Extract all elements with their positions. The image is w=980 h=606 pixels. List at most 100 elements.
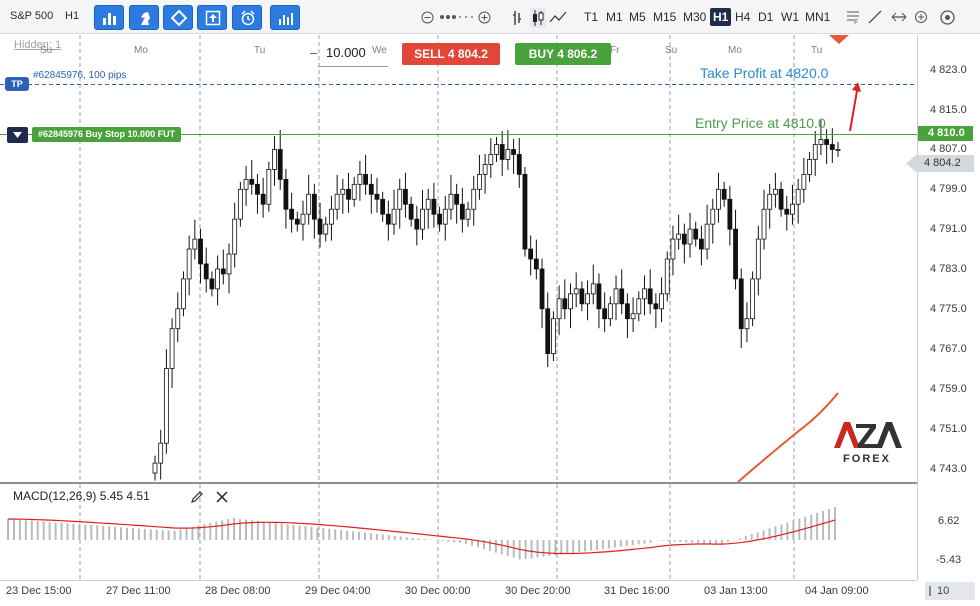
- candle-body: [693, 228, 699, 240]
- panel-divider[interactable]: [0, 482, 917, 484]
- macd-bar: [137, 528, 140, 540]
- candlesticks: [152, 120, 841, 481]
- macd-bar: [316, 527, 319, 540]
- candle-body: [380, 198, 386, 215]
- macd-grid: [79, 484, 795, 580]
- candle-body: [175, 308, 181, 330]
- price-chart[interactable]: [0, 35, 917, 483]
- macd-bar: [816, 512, 819, 540]
- market-depth-button[interactable]: [270, 5, 300, 30]
- take-profit-annotation: Take Profit at 4820.0: [700, 65, 829, 81]
- macd-bar: [691, 540, 694, 543]
- macd-bar: [274, 522, 277, 540]
- bars-style-icon[interactable]: [512, 10, 522, 26]
- candle-body: [807, 159, 812, 175]
- save-image-button[interactable]: [197, 5, 227, 30]
- candle-body: [294, 218, 300, 225]
- macd-bar: [304, 526, 307, 540]
- tf-mn1[interactable]: MN1: [805, 10, 831, 24]
- close-indicator-icon[interactable]: [215, 490, 229, 504]
- trend-line-icon[interactable]: [868, 10, 882, 24]
- time-tick: 03 Jan 13:00: [704, 585, 768, 597]
- zoom-out-icon[interactable]: [421, 11, 434, 24]
- symbol-name[interactable]: S&P 500: [10, 10, 54, 22]
- alerts-button[interactable]: [232, 5, 262, 30]
- day-label: We: [372, 45, 387, 56]
- macd-bar: [149, 529, 152, 540]
- zoom-slider[interactable]: [439, 14, 477, 20]
- tf-h1[interactable]: H1: [710, 8, 732, 26]
- lot-size-value[interactable]: 10.000: [326, 45, 366, 60]
- candle-body: [767, 193, 773, 210]
- lot-size-input[interactable]: – 10.000: [310, 43, 388, 67]
- macd-panel[interactable]: [0, 484, 917, 580]
- order-menu-button[interactable]: [7, 127, 28, 143]
- tf-w1[interactable]: W1: [781, 10, 799, 24]
- tf-m1[interactable]: M1: [606, 10, 623, 24]
- candle-body: [516, 154, 522, 175]
- macd-bar: [607, 540, 610, 549]
- macd-bar: [453, 540, 456, 543]
- candle-body: [568, 293, 573, 310]
- pending-order-tag[interactable]: #62845976 Buy Stop 10.000 FUT: [32, 127, 182, 142]
- candles-style-icon[interactable]: [530, 8, 546, 28]
- tf-m30[interactable]: M30: [683, 10, 707, 24]
- macd-bar: [399, 536, 402, 540]
- zoom-level-box[interactable]: 10: [925, 582, 975, 600]
- order-marker-triangle[interactable]: [828, 35, 850, 44]
- zoom-level: 10: [937, 585, 950, 597]
- candle-body: [562, 298, 568, 310]
- candle-body: [716, 188, 721, 210]
- candle-body: [346, 188, 351, 200]
- sell-button[interactable]: SELL 4 804.2: [402, 43, 500, 65]
- tf-h4[interactable]: H4: [735, 10, 751, 24]
- edit-indicator-icon[interactable]: [190, 490, 204, 504]
- indicators-button[interactable]: [129, 5, 159, 30]
- take-profit-tag[interactable]: TP: [5, 77, 29, 91]
- chart-type-button[interactable]: [94, 5, 124, 30]
- time-tick: 29 Dec 04:00: [305, 585, 371, 597]
- buy-button[interactable]: BUY 4 806.2: [515, 43, 611, 65]
- macd-bar: [792, 520, 795, 540]
- macd-bar: [262, 521, 265, 540]
- candle-body: [260, 193, 266, 205]
- hidden-objects-link[interactable]: Hidden: 1: [14, 39, 62, 51]
- lot-decrease-button[interactable]: –: [310, 45, 318, 60]
- measure-icon[interactable]: [914, 10, 928, 24]
- macd-bar: [697, 540, 700, 544]
- macd-bar: [661, 540, 664, 541]
- price-tick: 4 807.0: [930, 143, 967, 155]
- macd-bar: [197, 525, 200, 540]
- macd-bar: [578, 540, 581, 553]
- time-tick: 28 Dec 08:00: [205, 585, 271, 597]
- price-axis[interactable]: 4 823.0 4 815.0 4 807.0 4 799.0 4 791.0 …: [917, 35, 980, 580]
- fibonacci-icon[interactable]: F: [846, 10, 860, 25]
- candle-body: [243, 178, 249, 190]
- time-axis[interactable]: 23 Dec 15:00 27 Dec 11:00 28 Dec 08:00 2…: [0, 580, 917, 606]
- macd-bar: [596, 540, 599, 550]
- price-tick: 4 791.0: [930, 223, 967, 235]
- zoom-in-icon[interactable]: [478, 11, 491, 24]
- tf-d1[interactable]: D1: [758, 10, 774, 24]
- tf-m15[interactable]: M15: [653, 10, 677, 24]
- macd-bar: [762, 530, 765, 540]
- candle-body: [277, 149, 283, 180]
- settings-eye-icon[interactable]: [940, 10, 955, 25]
- horizontal-line-icon[interactable]: [891, 10, 907, 24]
- line-style-icon[interactable]: [549, 10, 567, 24]
- macd-bar: [667, 540, 670, 542]
- macd-bar: [358, 532, 361, 540]
- candle-body: [391, 208, 397, 225]
- tf-t1[interactable]: T1: [584, 10, 599, 24]
- red-arrow-head: [852, 82, 861, 92]
- drawing-tools-button[interactable]: [163, 5, 193, 30]
- tf-m5[interactable]: M5: [629, 10, 646, 24]
- candle-body: [573, 288, 579, 295]
- macd-bar: [536, 540, 539, 558]
- candle-body: [323, 223, 329, 235]
- candle-body: [266, 168, 272, 205]
- candle-body: [283, 178, 289, 210]
- lot-underline: [318, 66, 388, 67]
- macd-bar: [215, 521, 218, 540]
